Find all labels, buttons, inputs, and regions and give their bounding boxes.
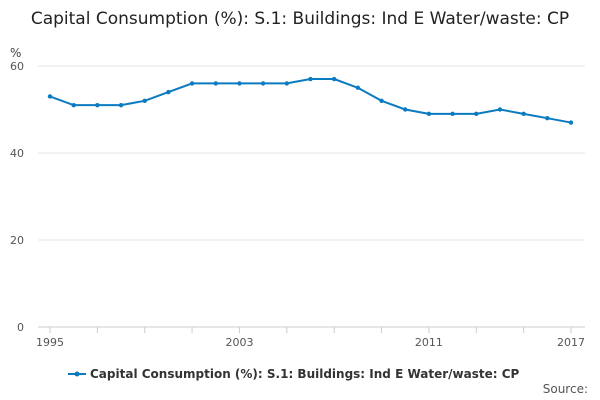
- data-point: [118, 102, 124, 108]
- data-point: [284, 81, 290, 86]
- legend-label: Capital Consumption (%): S.1: Buildings:…: [90, 367, 520, 381]
- x-tick-label: 2011: [415, 336, 443, 349]
- y-tick-label: 0: [17, 321, 24, 334]
- series-line: [49, 78, 572, 124]
- data-point: [213, 81, 218, 86]
- data-point: [355, 85, 361, 90]
- data-point: [568, 120, 574, 125]
- y-tick-label: 60: [10, 60, 24, 73]
- data-point: [331, 76, 337, 82]
- x-tick-label: 1995: [36, 336, 64, 349]
- data-point: [189, 81, 195, 86]
- x-tick-label: 2017: [557, 336, 585, 349]
- x-tick-label: 2003: [225, 336, 253, 349]
- data-point: [450, 111, 455, 117]
- y-tick-label: 20: [10, 234, 24, 247]
- y-axis-label: %: [10, 46, 21, 60]
- data-point: [426, 111, 432, 117]
- data-point: [379, 98, 384, 104]
- legend-marker: [74, 371, 80, 377]
- data-point: [260, 81, 266, 86]
- data-point: [545, 116, 550, 121]
- data-point: [474, 111, 479, 117]
- data-point: [237, 81, 242, 86]
- data-point: [166, 89, 171, 95]
- chart-title: Capital Consumption (%): S.1: Buildings:…: [30, 9, 570, 29]
- data-point: [95, 102, 100, 108]
- data-point: [142, 98, 147, 104]
- data-point: [403, 107, 408, 112]
- data-point: [71, 102, 76, 108]
- data-point: [521, 111, 526, 117]
- y-tick-label: 40: [10, 147, 24, 160]
- data-point: [497, 107, 503, 112]
- data-point: [47, 94, 53, 99]
- data-point: [308, 76, 313, 82]
- source-label: Source:: [542, 382, 588, 396]
